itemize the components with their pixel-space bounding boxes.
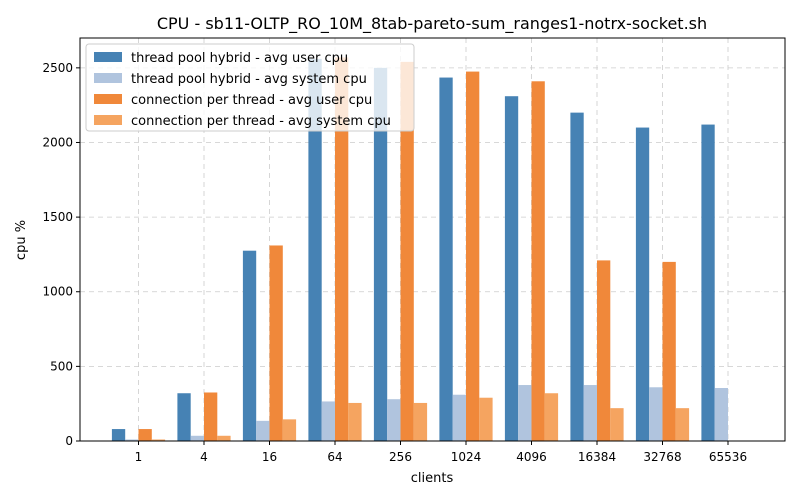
legend-box <box>85 43 415 132</box>
bar <box>570 112 584 441</box>
bar <box>649 387 663 441</box>
x-tick-label: 1024 <box>451 450 482 464</box>
y-tick-label: 1000 <box>42 285 73 299</box>
bar <box>479 397 493 441</box>
bar <box>242 250 257 441</box>
bar <box>675 408 690 441</box>
bar <box>190 435 204 441</box>
bar <box>439 77 453 441</box>
bar <box>400 61 414 442</box>
x-tick-label: 64 <box>327 450 342 464</box>
axes: 0 500 1000 1500 2000 2500 1 4 16 64 256 1024 4096 163… <box>42 61 747 464</box>
y-tick-label: 1500 <box>42 210 73 224</box>
bar <box>701 124 715 441</box>
bar <box>321 401 335 441</box>
bars <box>111 57 728 442</box>
bar <box>635 127 650 442</box>
x-tick-label: 16384 <box>578 450 616 464</box>
bar <box>373 67 388 441</box>
bar <box>125 439 139 441</box>
x-tick-label: 32768 <box>643 450 681 464</box>
bar <box>466 71 480 441</box>
bar <box>544 393 559 441</box>
legend-swatch <box>94 115 122 125</box>
bar <box>662 261 676 441</box>
bar <box>217 435 231 441</box>
bar <box>282 419 297 441</box>
legend-swatch <box>94 52 122 62</box>
bar <box>504 96 519 441</box>
bar <box>138 429 152 441</box>
bar <box>348 402 362 441</box>
x-tick-label: 256 <box>389 450 412 464</box>
legend-label: connection per thread - avg system cpu <box>131 114 391 129</box>
bar <box>335 57 349 441</box>
bar <box>714 388 728 441</box>
bar <box>308 58 322 441</box>
bar <box>256 420 270 441</box>
x-tick-label: 16 <box>262 450 277 464</box>
legend-label: thread pool hybrid - avg user cpu <box>131 51 348 66</box>
bar <box>413 402 428 441</box>
bar <box>111 429 126 441</box>
x-tick-label: 4 <box>200 450 208 464</box>
y-tick-label: 2000 <box>42 135 73 149</box>
x-axis-label: clients <box>411 471 454 486</box>
legend-label: thread pool hybrid - avg system cpu <box>131 72 367 87</box>
bar <box>204 392 218 441</box>
legend: thread pool hybrid - avg user cpu thread … <box>85 43 415 132</box>
bar <box>518 385 532 441</box>
y-tick-label: 500 <box>50 359 73 373</box>
x-tick-label: 1 <box>135 450 143 464</box>
chart-title: CPU - sb11-OLTP_RO_10M_8tab-pareto-sum_r… <box>157 14 707 34</box>
y-tick-label: 0 <box>65 434 73 448</box>
legend-label: connection per thread - avg user cpu <box>131 93 372 108</box>
bar <box>610 408 624 441</box>
bar <box>387 399 401 441</box>
y-axis-label: cpu % <box>14 220 29 260</box>
bar <box>269 245 283 441</box>
legend-swatch <box>94 73 122 83</box>
bar <box>452 394 466 441</box>
plot-frame <box>79 37 786 442</box>
y-tick-label: 2500 <box>42 61 73 75</box>
x-tick-label: 65536 <box>709 450 747 464</box>
legend-swatch <box>94 94 122 104</box>
bar <box>151 439 166 441</box>
bar <box>531 81 545 441</box>
bar <box>177 393 191 441</box>
bar <box>583 385 597 441</box>
x-tick-label: 4096 <box>516 450 547 464</box>
bar <box>597 260 611 441</box>
